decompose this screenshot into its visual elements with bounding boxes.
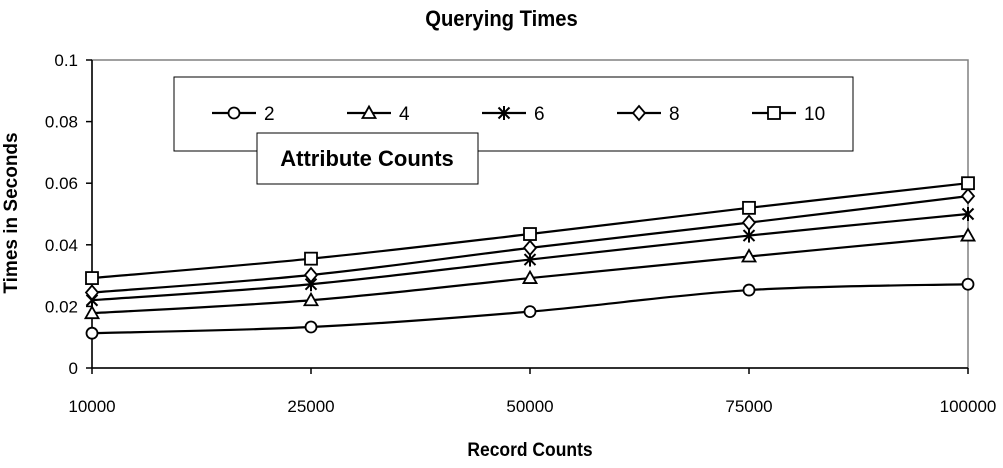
data-point-8 xyxy=(303,266,319,284)
y-tick-label: 0.02 xyxy=(45,297,78,316)
x-tick-label: 50000 xyxy=(506,397,553,416)
data-point-4 xyxy=(959,227,977,242)
data-point-4 xyxy=(83,304,101,320)
legend-item-6: 6 xyxy=(482,104,545,125)
legend-label-2: 2 xyxy=(264,104,275,125)
series-10 xyxy=(85,176,975,285)
y-tick-label: 0.04 xyxy=(45,236,78,255)
data-point-8 xyxy=(522,239,538,257)
legend-item-10: 10 xyxy=(752,104,825,125)
legend-marker-8 xyxy=(631,104,647,122)
data-point-6 xyxy=(961,207,975,221)
data-point-10 xyxy=(85,271,99,285)
legend-item-2: 2 xyxy=(212,104,275,125)
legend-label-6: 6 xyxy=(534,104,545,125)
data-point-10 xyxy=(304,251,318,266)
data-point-2 xyxy=(85,326,99,340)
y-tick-label: 0.06 xyxy=(45,174,78,193)
y-tick-label: 0.1 xyxy=(54,51,78,70)
legend-marker-6 xyxy=(497,106,511,120)
chart-title: Querying Times xyxy=(425,6,578,31)
data-point-4 xyxy=(521,269,539,284)
data-point-8 xyxy=(741,214,757,232)
data-point-10 xyxy=(523,227,537,241)
legend-label-10: 10 xyxy=(804,104,825,125)
legend-label-4: 4 xyxy=(399,104,410,125)
data-point-4 xyxy=(740,248,758,263)
x-tick-label: 100000 xyxy=(940,397,997,416)
data-point-10 xyxy=(961,176,975,191)
series-4 xyxy=(83,227,977,320)
data-point-10 xyxy=(742,200,756,215)
data-point-4 xyxy=(302,291,320,307)
x-tick-label: 25000 xyxy=(287,397,334,416)
legend-item-8: 8 xyxy=(617,104,680,125)
data-point-8 xyxy=(960,187,976,205)
series-6 xyxy=(85,207,975,308)
data-point-2 xyxy=(523,305,537,319)
data-point-8 xyxy=(84,284,100,301)
x-tick-label: 10000 xyxy=(68,397,115,416)
y-tick-label: 0 xyxy=(69,359,78,378)
x-tick-label: 75000 xyxy=(725,397,772,416)
legend-item-4: 4 xyxy=(347,104,410,125)
series-layer xyxy=(83,176,977,340)
legend-title-box xyxy=(256,132,479,185)
y-tick-label: 0.08 xyxy=(45,113,78,132)
series-8 xyxy=(84,187,976,301)
data-point-2 xyxy=(304,320,318,334)
data-point-2 xyxy=(961,277,975,291)
x-axis-title: Record Counts xyxy=(467,440,593,461)
series-2 xyxy=(85,277,975,340)
legend: 2 4 6 8 10 Attribute Counts xyxy=(173,76,854,185)
legend-marker-10 xyxy=(767,106,781,120)
legend-title: Attribute Counts xyxy=(280,146,454,171)
legend-label-8: 8 xyxy=(669,104,680,125)
legend-marker-4 xyxy=(360,104,378,119)
axes: 0 0.02 0.04 0.06 0.08 0.1 10000 25000 50000 75000… xyxy=(45,51,996,416)
data-point-2 xyxy=(742,283,756,297)
legend-marker-2 xyxy=(227,106,241,120)
